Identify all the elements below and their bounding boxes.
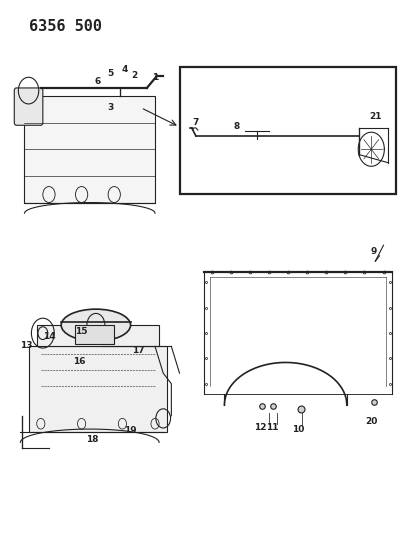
Text: 7: 7 bbox=[193, 118, 199, 127]
Ellipse shape bbox=[61, 309, 131, 341]
Text: 20: 20 bbox=[365, 417, 377, 425]
Text: 21: 21 bbox=[369, 112, 381, 120]
Text: 9: 9 bbox=[370, 247, 377, 256]
Text: 10: 10 bbox=[292, 425, 304, 433]
Text: 19: 19 bbox=[124, 426, 137, 435]
Text: 15: 15 bbox=[75, 327, 88, 336]
Text: 1: 1 bbox=[152, 73, 158, 82]
Bar bbox=[180, 67, 396, 194]
FancyBboxPatch shape bbox=[14, 88, 43, 125]
Text: 11: 11 bbox=[266, 423, 279, 432]
Text: 6356 500: 6356 500 bbox=[29, 19, 102, 34]
Text: 3: 3 bbox=[107, 103, 113, 112]
Text: 8: 8 bbox=[233, 123, 240, 131]
Text: 13: 13 bbox=[20, 341, 33, 350]
Text: 4: 4 bbox=[121, 65, 128, 74]
Text: 5: 5 bbox=[107, 69, 113, 78]
Text: 14: 14 bbox=[43, 333, 55, 341]
FancyBboxPatch shape bbox=[24, 96, 155, 203]
FancyBboxPatch shape bbox=[75, 325, 114, 344]
Text: 2: 2 bbox=[131, 71, 138, 80]
Text: 6: 6 bbox=[95, 77, 101, 85]
FancyBboxPatch shape bbox=[37, 325, 159, 346]
Text: 17: 17 bbox=[133, 346, 145, 355]
Text: 18: 18 bbox=[86, 435, 98, 444]
Text: 12: 12 bbox=[254, 423, 266, 432]
Text: 16: 16 bbox=[73, 357, 86, 366]
FancyBboxPatch shape bbox=[29, 346, 167, 432]
